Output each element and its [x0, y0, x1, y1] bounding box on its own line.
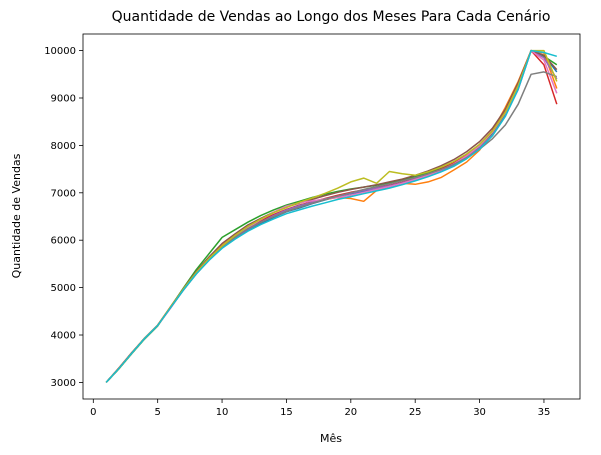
y-tick-label-5: 8000 [51, 141, 76, 152]
y-tick-label-0: 3000 [51, 378, 76, 389]
y-tick-label-1: 4000 [51, 331, 76, 342]
series-layer [105, 49, 558, 383]
x-tick-label-4: 20 [344, 407, 357, 418]
series-line-1 [105, 49, 558, 383]
series-line-4 [105, 49, 558, 383]
series-line-5 [105, 49, 558, 383]
chart-title: Quantidade de Vendas ao Longo dos Meses … [112, 9, 551, 25]
y-tick-label-4: 7000 [51, 188, 76, 199]
x-tick-label-1: 5 [154, 407, 160, 418]
y-axis: 3000 4000 5000 6000 7000 8000 9000 10000 [44, 46, 83, 389]
plot-frame [82, 33, 581, 400]
y-tick-label-3: 6000 [51, 236, 76, 247]
series-line-8 [105, 71, 558, 383]
series-line-6 [105, 49, 558, 383]
x-tick-label-0: 0 [90, 407, 96, 418]
x-tick-label-5: 25 [409, 407, 422, 418]
y-tick-label-7: 10000 [44, 46, 76, 57]
series-line-3 [105, 49, 558, 383]
x-tick-label-2: 10 [216, 407, 229, 418]
x-tick-label-3: 15 [280, 407, 293, 418]
series-line-9 [105, 49, 558, 383]
y-tick-label-6: 9000 [51, 93, 76, 104]
series-line-7 [105, 49, 558, 383]
series-line-2 [105, 49, 558, 383]
y-axis-label: Quantidade de Vendas [10, 153, 23, 278]
x-axis-label: Mês [320, 432, 342, 445]
x-tick-label-7: 35 [538, 407, 551, 418]
x-tick-label-6: 30 [473, 407, 486, 418]
series-line-10 [105, 49, 558, 383]
x-axis: 0 5 10 15 20 25 30 35 [90, 399, 550, 418]
y-tick-label-2: 5000 [51, 283, 76, 294]
